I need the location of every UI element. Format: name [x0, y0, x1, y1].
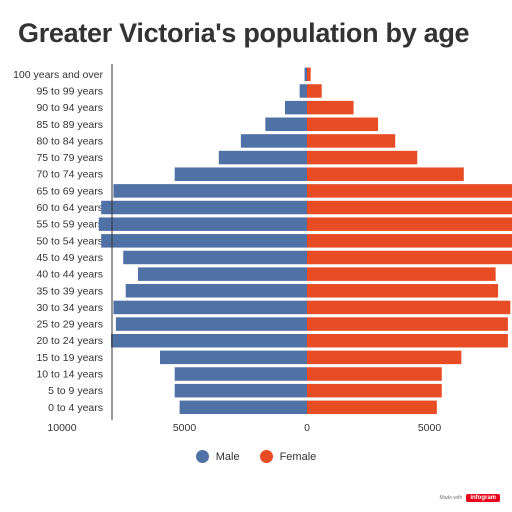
age-label-85-to-89-years: 85 to 89 years: [36, 119, 103, 131]
bar-male-65-to-69-years: [113, 184, 307, 198]
age-label-100-years-and-over: 100 years and over: [13, 69, 103, 81]
bar-male-70-to-74-years: [174, 167, 307, 181]
age-label-70-to-74-years: 70 to 74 years: [36, 169, 103, 181]
bar-male-85-to-89-years: [265, 117, 307, 132]
age-label-20-to-24-years: 20 to 24 years: [36, 335, 103, 347]
bar-female-60-to-64-years: [307, 200, 512, 215]
legend-swatch-female: [259, 450, 273, 463]
age-label-55-to-59-years: 55 to 59 years: [36, 219, 103, 231]
age-label-45-to-49-years: 45 to 49 years: [36, 252, 103, 264]
age-label-30-to-34-years: 30 to 34 years: [36, 302, 103, 314]
infogram-logo: infogram: [466, 494, 500, 502]
age-label-90-to-94-years: 90 to 94 years: [36, 102, 103, 114]
bar-male-15-to-19-years: [160, 350, 307, 365]
bar-female-40-to-44-years: [307, 267, 496, 281]
age-label-65-to-69-years: 65 to 69 years: [36, 185, 103, 197]
legend-item-female[interactable]: Female: [259, 450, 317, 463]
x-tick-label: 0: [304, 422, 310, 434]
bar-female-85-to-89-years: [307, 117, 379, 132]
bar-male-90-to-94-years: [284, 100, 307, 115]
chart-title: Greater Victoria's population by age: [18, 18, 470, 48]
age-label-0-to-4-years: 0 to 4 years: [48, 402, 103, 414]
age-label-80-to-84-years: 80 to 84 years: [36, 135, 103, 147]
bar-male-5-to-9-years: [174, 383, 307, 398]
bar-female-55-to-59-years: [307, 217, 512, 231]
bar-male-40-to-44-years: [137, 267, 307, 281]
bar-female-45-to-49-years: [307, 250, 512, 265]
bar-female-100-years-and-over: [307, 67, 311, 82]
bar-female-95-to-99-years: [307, 84, 322, 98]
legend: Male Female: [0, 450, 512, 463]
legend-swatch-male: [195, 450, 209, 463]
bar-male-100-years-and-over: [304, 67, 307, 82]
legend-item-male[interactable]: Male: [195, 450, 240, 463]
bar-male-55-to-59-years: [98, 217, 307, 231]
footer-text: Made with: [439, 495, 463, 501]
age-label-95-to-99-years: 95 to 99 years: [36, 85, 103, 97]
bar-male-95-to-99-years: [299, 84, 307, 98]
age-label-5-to-9-years: 5 to 9 years: [48, 385, 103, 397]
age-label-15-to-19-years: 15 to 19 years: [36, 352, 103, 364]
bar-female-65-to-69-years: [307, 184, 512, 198]
age-label-40-to-44-years: 40 to 44 years: [36, 269, 103, 281]
bar-male-30-to-34-years: [113, 300, 307, 315]
bar-male-0-to-4-years: [179, 400, 307, 415]
made-with-infogram[interactable]: Made with infogram: [440, 494, 500, 502]
x-tick-label: 5000: [173, 422, 197, 434]
bar-female-70-to-74-years: [307, 167, 464, 181]
legend-label-female: Female: [279, 450, 317, 463]
bar-male-50-to-54-years: [101, 234, 307, 248]
age-label-50-to-54-years: 50 to 54 years: [36, 235, 103, 247]
bar-female-50-to-54-years: [307, 234, 512, 248]
x-tick-label: 5000: [418, 422, 442, 434]
bar-female-5-to-9-years: [307, 383, 442, 398]
age-label-10-to-14-years: 10 to 14 years: [36, 369, 103, 381]
bar-male-60-to-64-years: [101, 200, 307, 215]
bar-male-75-to-79-years: [218, 150, 307, 165]
bar-male-25-to-29-years: [115, 317, 308, 331]
age-label-60-to-64-years: 60 to 64 years: [36, 202, 103, 214]
bar-male-80-to-84-years: [240, 134, 307, 148]
bar-female-90-to-94-years: [307, 100, 354, 115]
bar-female-20-to-24-years: [307, 333, 508, 348]
bar-female-10-to-14-years: [307, 367, 442, 381]
bar-female-35-to-39-years: [307, 284, 499, 298]
bar-female-25-to-29-years: [307, 317, 508, 331]
bar-male-10-to-14-years: [174, 367, 307, 381]
age-label-25-to-29-years: 25 to 29 years: [36, 319, 103, 331]
legend-label-male: Male: [215, 450, 240, 463]
bar-female-0-to-4-years: [307, 400, 437, 415]
bar-male-35-to-39-years: [125, 284, 307, 298]
bar-female-15-to-19-years: [307, 350, 462, 365]
bar-male-45-to-49-years: [123, 250, 307, 265]
age-label-75-to-79-years: 75 to 79 years: [36, 152, 103, 164]
bar-female-75-to-79-years: [307, 150, 418, 165]
bar-female-30-to-34-years: [307, 300, 511, 315]
bar-female-80-to-84-years: [307, 134, 396, 148]
bar-male-20-to-24-years: [111, 333, 307, 348]
x-tick-label: 10000: [47, 422, 76, 434]
age-label-35-to-39-years: 35 to 39 years: [36, 285, 103, 297]
